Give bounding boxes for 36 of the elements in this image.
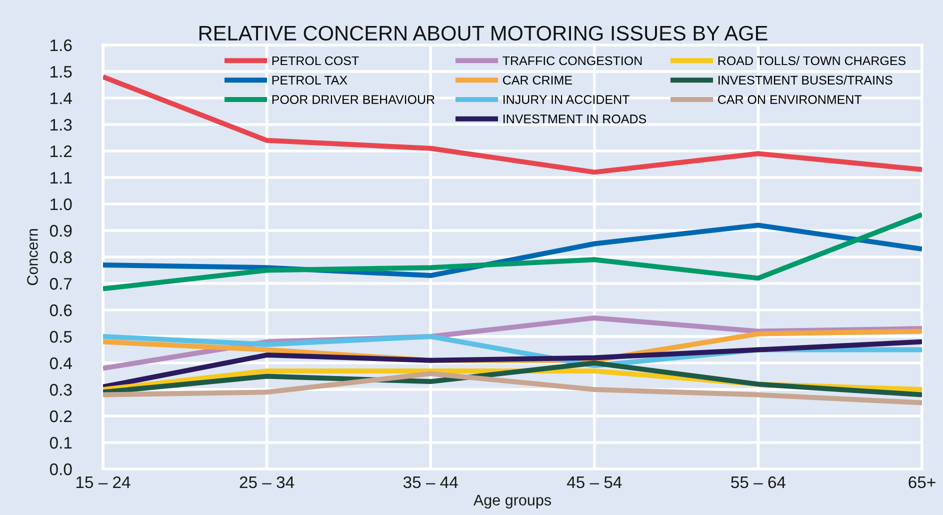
y-tick-label: 1.1: [50, 172, 72, 184]
y-tick-label: 0.5: [50, 330, 72, 343]
legend-label: ROAD TOLLS/ TOWN CHARGES: [718, 56, 906, 66]
y-tick-label: 1.4: [50, 92, 72, 104]
y-tick-label: 0.6: [50, 304, 72, 316]
legend-label: PETROL COST: [272, 56, 359, 66]
x-tick-label: 45 – 54: [566, 476, 622, 488]
legend-label: INVESTMENT BUSES/TRAINS: [718, 75, 892, 85]
y-tick-label: 0.0: [50, 463, 72, 476]
x-tick-label: 65+: [908, 476, 936, 488]
x-axis-title: Age groups: [473, 494, 552, 508]
legend-label: CAR ON ENVIRONMENT: [718, 95, 862, 104]
y-tick-label: 0.3: [50, 384, 72, 396]
y-axis-title: Concern: [27, 229, 38, 286]
y-tick-label: 0.8: [50, 251, 72, 264]
legend-label: TRAFFIC CONGESTION: [502, 56, 642, 66]
y-tick-label: 1.6: [50, 39, 72, 52]
y-tick-label: 1.2: [50, 145, 72, 158]
legend-label: INVESTMENT IN ROADS: [504, 114, 646, 124]
y-tick-label: 0.4: [50, 357, 72, 370]
y-tick-label: 0.1: [50, 436, 72, 449]
x-tick-label: 15 – 24: [76, 476, 130, 488]
x-tick-label: 35 – 44: [403, 476, 458, 488]
y-tick-label: 1.5: [50, 66, 72, 78]
legend-label: POOR DRIVER BEHAVIOUR: [272, 95, 434, 104]
x-tick-label: 25 – 34: [240, 476, 294, 488]
x-tick-label: 55 – 64: [731, 476, 786, 488]
y-tick-label: 0.7: [50, 278, 72, 290]
y-tick-label: 0.2: [50, 410, 72, 422]
legend-label: INJURY IN ACCIDENT: [504, 95, 630, 104]
y-tick-label: 1.0: [50, 198, 72, 210]
legend-label: CAR CRIME: [503, 76, 572, 85]
chart-title: RELATIVE CONCERN ABOUT MOTORING ISSUES BY AGE: [200, 26, 768, 41]
legend-label: PETROL TAX: [272, 76, 348, 85]
y-tick-label: 0.9: [50, 224, 72, 237]
y-tick-label: 1.3: [50, 118, 72, 131]
